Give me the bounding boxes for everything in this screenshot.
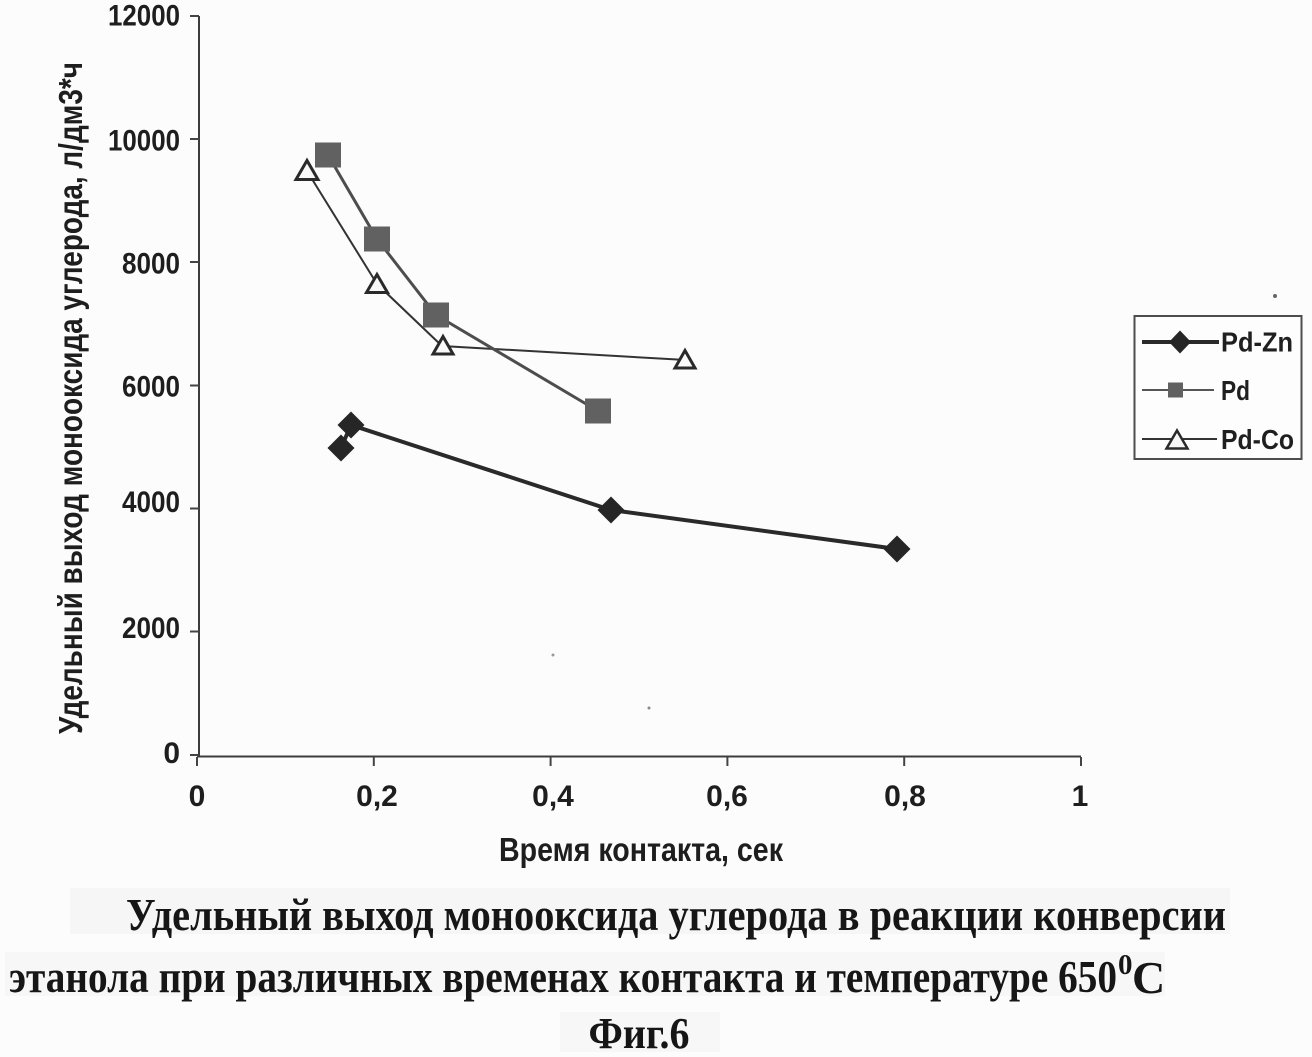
svg-text:0: 0 <box>163 737 180 770</box>
svg-text:0,6: 0,6 <box>706 780 748 813</box>
svg-text:2000: 2000 <box>122 612 180 645</box>
svg-text:1: 1 <box>1072 780 1089 813</box>
svg-text:10000: 10000 <box>108 125 180 158</box>
svg-text:0: 0 <box>1118 949 1133 981</box>
svg-text:0,4: 0,4 <box>532 780 574 813</box>
svg-text:0,8: 0,8 <box>884 780 926 813</box>
svg-text:0: 0 <box>189 780 206 813</box>
svg-text:Удельный выход монооксида угле: Удельный выход монооксида углерода в реа… <box>126 889 1226 940</box>
svg-text:4000: 4000 <box>122 486 180 519</box>
svg-text:Фиг.6: Фиг.6 <box>589 1009 690 1057</box>
svg-text:Pd-Co: Pd-Co <box>1221 424 1294 455</box>
svg-text:Pd: Pd <box>1221 375 1250 406</box>
svg-text:0,2: 0,2 <box>356 780 398 813</box>
svg-text:6000: 6000 <box>122 371 180 404</box>
svg-text:этанола при различных временах: этанола при различных временах контакта … <box>9 951 1117 1002</box>
svg-text:Pd-Zn: Pd-Zn <box>1221 327 1293 358</box>
svg-text:12000: 12000 <box>108 0 180 33</box>
svg-text:С: С <box>1132 952 1165 1003</box>
svg-text:Удельный выход монооксида угле: Удельный выход монооксида углерода, л/дм… <box>52 62 89 734</box>
svg-text:Время контакта, сек: Время контакта, сек <box>499 831 783 868</box>
svg-text:8000: 8000 <box>122 248 180 281</box>
